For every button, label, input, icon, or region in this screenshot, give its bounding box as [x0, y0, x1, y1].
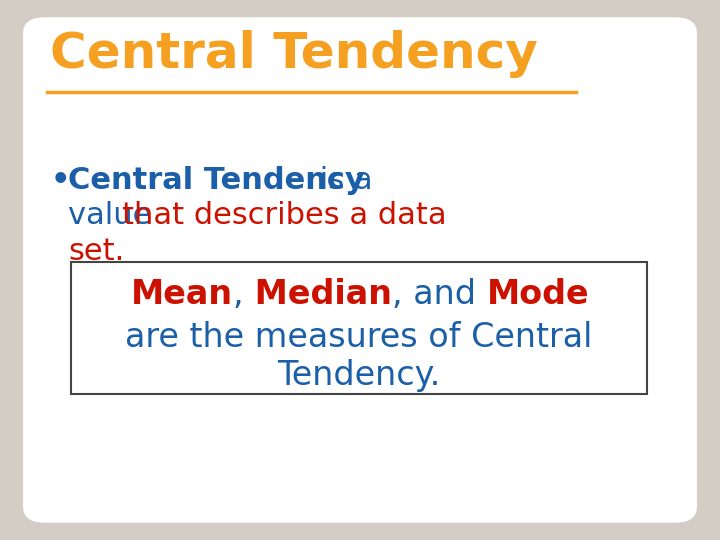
Text: Mode: Mode [487, 278, 590, 311]
Bar [71, 262, 647, 394]
Text: ,: , [233, 278, 243, 311]
Text: are the measures of Central: are the measures of Central [125, 321, 593, 354]
Text: Central Tendency: Central Tendency [68, 166, 365, 195]
Text: that describes a data: that describes a data [122, 201, 447, 231]
Text: set.: set. [68, 237, 125, 266]
Text: Mean: Mean [130, 278, 233, 311]
FancyBboxPatch shape [23, 17, 697, 523]
Text: Tendency.: Tendency. [277, 359, 440, 392]
Text: Central Tendency: Central Tendency [50, 30, 539, 78]
Text: , and: , and [392, 278, 487, 311]
Text: value: value [68, 201, 171, 231]
Text: Median: Median [243, 278, 392, 311]
Text: •: • [50, 166, 70, 195]
Text: is a: is a [310, 166, 372, 195]
